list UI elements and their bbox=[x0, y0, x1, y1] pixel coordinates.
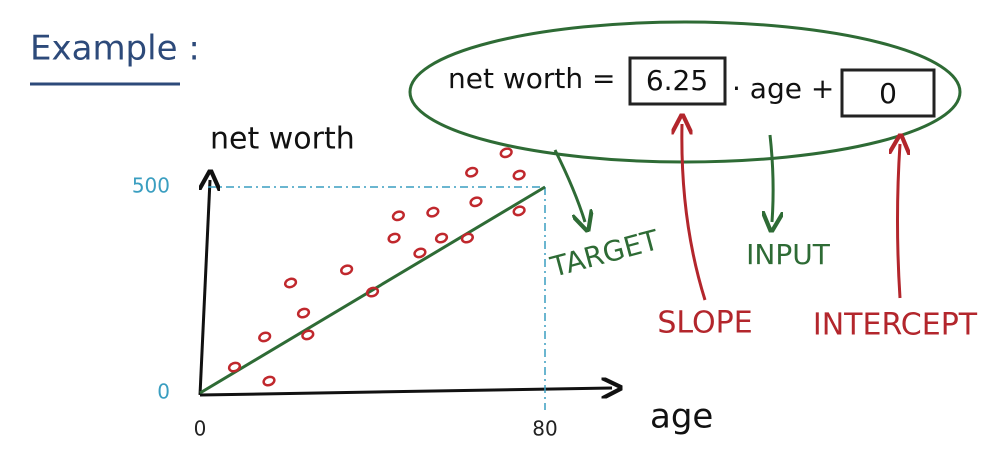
data-point bbox=[413, 247, 427, 259]
x-tick-label: 0 bbox=[194, 417, 207, 441]
data-point bbox=[262, 375, 276, 387]
title: Example : bbox=[30, 29, 200, 69]
fit-line bbox=[199, 185, 546, 395]
x-tick-label: 80 bbox=[532, 417, 557, 441]
data-point bbox=[340, 264, 354, 276]
equation-bubble bbox=[408, 20, 962, 164]
slope-box bbox=[628, 56, 727, 106]
x-axis bbox=[199, 388, 612, 395]
equation-lhs: net worth = bbox=[448, 62, 615, 95]
data-point bbox=[512, 169, 526, 181]
data-point bbox=[499, 147, 513, 159]
data-point bbox=[258, 331, 272, 343]
intercept-box bbox=[840, 68, 936, 118]
y-tick-label: 0 bbox=[157, 380, 170, 404]
input-arrow bbox=[770, 134, 773, 222]
data-point bbox=[301, 329, 315, 341]
data-point bbox=[426, 206, 440, 218]
data-point bbox=[296, 307, 311, 319]
data-point bbox=[469, 196, 483, 208]
equation-intercept: 0 bbox=[879, 77, 897, 110]
data-point bbox=[391, 210, 405, 222]
target-arrow bbox=[553, 149, 585, 222]
data-point bbox=[283, 277, 298, 289]
equation-slope: 6.25 bbox=[646, 64, 708, 97]
slope-arrow bbox=[682, 124, 707, 301]
y-axis-label: net worth bbox=[210, 122, 355, 157]
x-axis-label: age bbox=[650, 397, 713, 437]
data-point bbox=[460, 232, 474, 244]
equation-mid: · age + bbox=[732, 72, 834, 105]
y-axis bbox=[198, 180, 210, 396]
data-point bbox=[387, 232, 401, 244]
data-point bbox=[227, 361, 242, 373]
slope-label: SLOPE bbox=[657, 306, 752, 341]
intercept-arrow bbox=[898, 144, 901, 299]
intercept-label: INTERCEPT bbox=[813, 308, 978, 343]
data-point bbox=[465, 166, 479, 178]
y-tick-label: 500 bbox=[132, 174, 170, 198]
input-label: INPUT bbox=[746, 238, 831, 271]
data-point bbox=[434, 232, 449, 244]
data-point bbox=[512, 205, 526, 217]
data-point bbox=[365, 286, 380, 298]
